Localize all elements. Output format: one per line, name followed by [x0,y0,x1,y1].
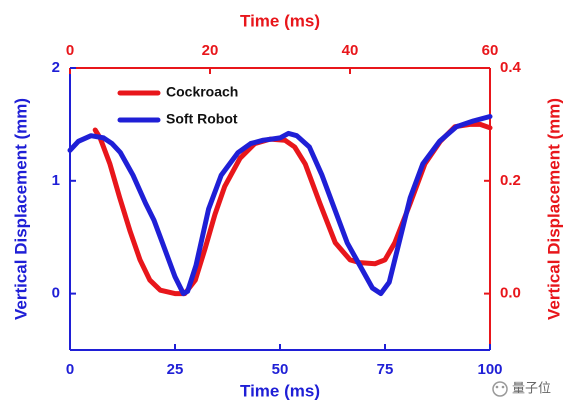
x-tick-label: 0 [66,361,74,378]
y-tick-label: 0 [52,285,60,302]
legend-label: Cockroach [166,84,238,100]
watermark: 量子位 [512,380,551,395]
x2-tick-label: 40 [342,42,359,59]
y2-axis-title: Vertical Displacement (mm) [544,98,563,320]
x-tick-label: 25 [167,361,184,378]
x2-tick-label: 0 [66,42,74,59]
y-tick-label: 1 [52,172,60,189]
x2-tick-label: 60 [482,42,499,59]
y2-tick-label: 0.2 [500,172,521,189]
x2-axis-title: Time (ms) [240,11,320,30]
y2-tick-label: 0.0 [500,285,521,302]
y2-tick-label: 0.4 [500,59,522,76]
x-axis-title: Time (ms) [240,381,320,400]
y-tick-label: 2 [52,59,60,76]
legend-label: Soft Robot [166,111,238,127]
x-tick-label: 50 [272,361,289,378]
x-tick-label: 75 [377,361,394,378]
x2-tick-label: 20 [202,42,219,59]
x-tick-label: 100 [477,361,502,378]
y-axis-title: Vertical Displacement (mm) [11,98,30,320]
watermark-icon [492,381,508,397]
series-line [67,114,493,297]
